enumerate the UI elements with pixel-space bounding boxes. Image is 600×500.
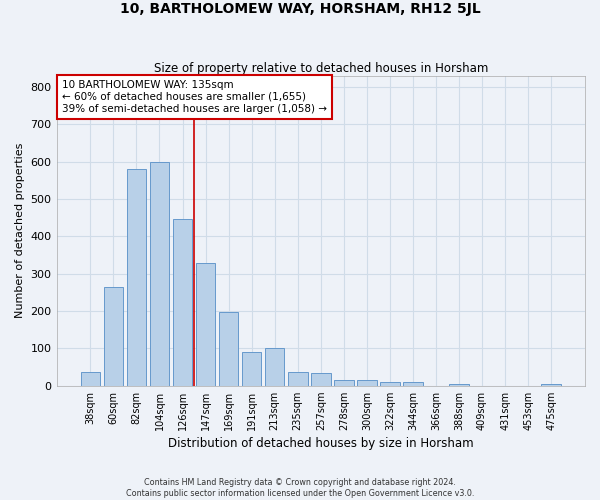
Text: Contains HM Land Registry data © Crown copyright and database right 2024.
Contai: Contains HM Land Registry data © Crown c… (126, 478, 474, 498)
Bar (265, 348, 284, 386)
Y-axis label: Number of detached properties: Number of detached properties (15, 143, 25, 318)
Bar (403, 382, 423, 386)
Text: 10 BARTHOLOMEW WAY: 135sqm
← 60% of detached houses are smaller (1,655)
39% of s: 10 BARTHOLOMEW WAY: 135sqm ← 60% of deta… (62, 80, 327, 114)
Bar (449, 384, 469, 386)
Bar (196, 263, 215, 386)
Bar (334, 380, 353, 386)
Bar (80, 372, 100, 386)
Bar (104, 286, 123, 386)
Bar (149, 162, 169, 386)
Text: 10, BARTHOLOMEW WAY, HORSHAM, RH12 5JL: 10, BARTHOLOMEW WAY, HORSHAM, RH12 5JL (119, 2, 481, 16)
Bar (219, 312, 238, 386)
Bar (173, 218, 193, 386)
Bar (380, 382, 400, 386)
Title: Size of property relative to detached houses in Horsham: Size of property relative to detached ho… (154, 62, 488, 74)
Bar (541, 384, 561, 386)
Bar (127, 169, 146, 386)
Bar (288, 372, 308, 386)
Bar (357, 380, 377, 386)
X-axis label: Distribution of detached houses by size in Horsham: Distribution of detached houses by size … (168, 437, 473, 450)
Bar (311, 374, 331, 386)
Bar (242, 352, 262, 386)
